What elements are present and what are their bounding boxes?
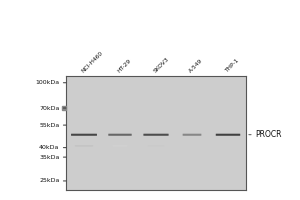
Text: THP-1: THP-1	[224, 58, 240, 74]
FancyBboxPatch shape	[143, 134, 169, 136]
Text: 100kDa: 100kDa	[35, 80, 59, 85]
Text: NCI-H460: NCI-H460	[80, 51, 104, 74]
Text: 70kDa: 70kDa	[39, 106, 59, 111]
FancyBboxPatch shape	[71, 134, 97, 136]
Text: HT-29: HT-29	[116, 58, 132, 74]
FancyBboxPatch shape	[216, 134, 240, 136]
FancyBboxPatch shape	[108, 134, 132, 136]
FancyBboxPatch shape	[112, 145, 128, 146]
Text: 40kDa: 40kDa	[39, 145, 59, 150]
Text: 25kDa: 25kDa	[39, 178, 59, 183]
FancyBboxPatch shape	[183, 134, 201, 136]
Text: PROCR: PROCR	[255, 130, 281, 139]
Text: 55kDa: 55kDa	[39, 123, 59, 128]
Text: SKOV3: SKOV3	[152, 57, 170, 74]
FancyBboxPatch shape	[75, 145, 93, 146]
Text: 35kDa: 35kDa	[39, 155, 59, 160]
FancyBboxPatch shape	[148, 145, 164, 146]
Text: A-549: A-549	[188, 58, 204, 74]
